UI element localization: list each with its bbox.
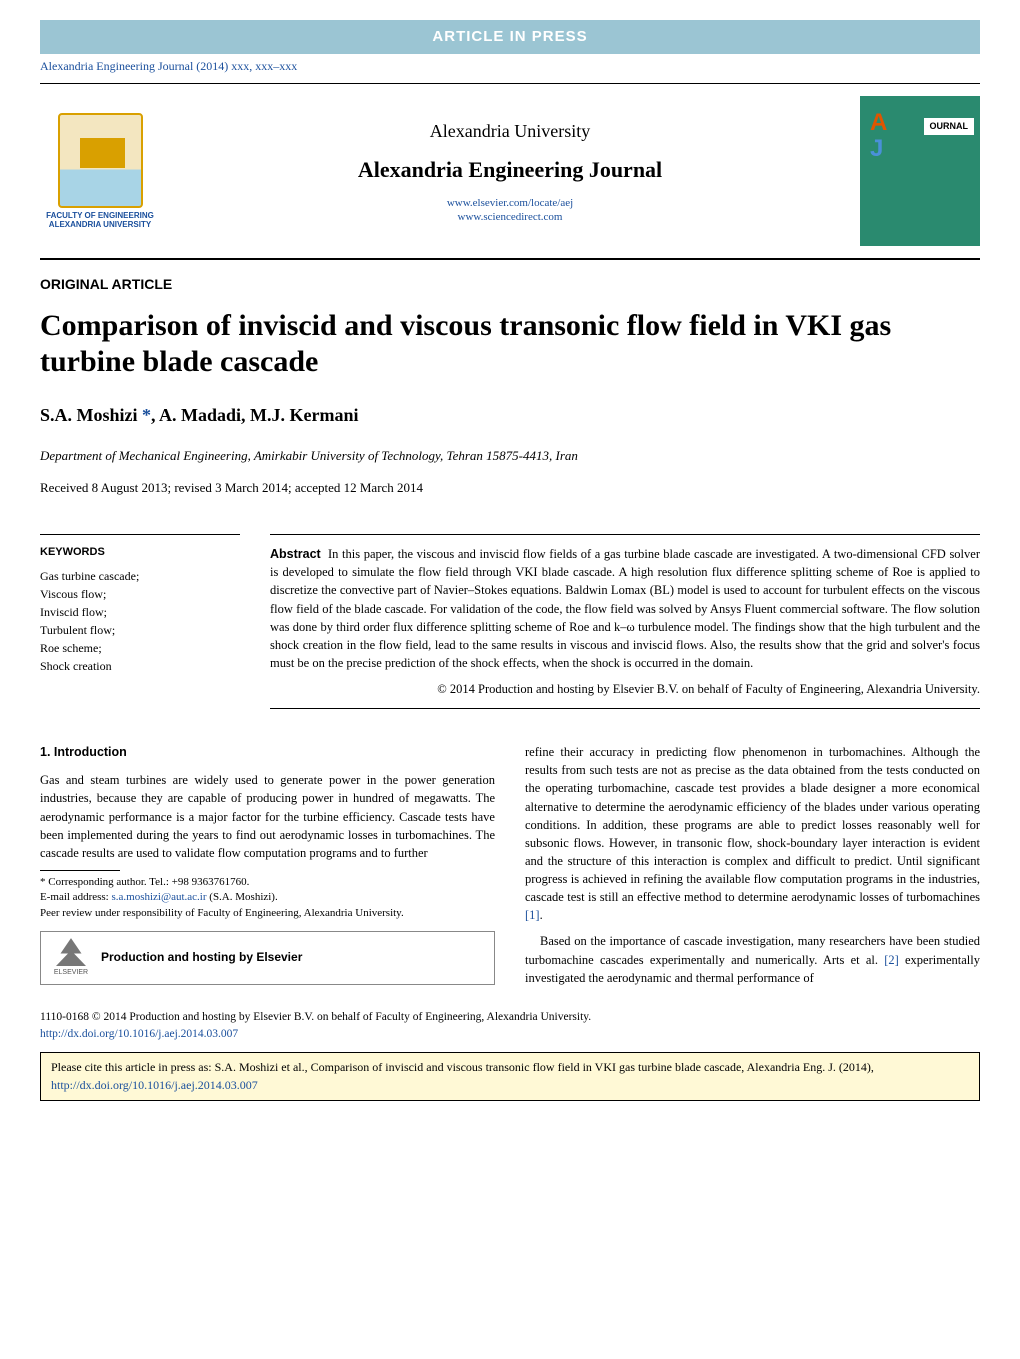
footnote-peer-review: Peer review under responsibility of Facu…	[40, 906, 495, 921]
issn-copyright-line: 1110-0168 © 2014 Production and hosting …	[40, 1009, 980, 1042]
faculty-logo-image	[58, 113, 143, 208]
section-1-heading: 1. Introduction	[40, 743, 495, 761]
authors-rest: , A. Madadi, M.J. Kermani	[151, 405, 359, 425]
col2-para1-end: .	[540, 908, 543, 922]
keyword-item: Turbulent flow;	[40, 621, 240, 639]
article-in-press-banner: ARTICLE IN PRESS	[40, 20, 980, 54]
faculty-logo: FACULTY OF ENGINEERING ALEXANDRIA UNIVER…	[40, 106, 160, 236]
hosting-text: Production and hosting by Elsevier	[101, 949, 302, 966]
keywords-heading: KEYWORDS	[40, 545, 240, 561]
keyword-item: Inviscid flow;	[40, 603, 240, 621]
journal-header: FACULTY OF ENGINEERING ALEXANDRIA UNIVER…	[40, 83, 980, 260]
article-type-label: ORIGINAL ARTICLE	[40, 274, 980, 294]
university-name: Alexandria University	[160, 118, 860, 144]
keywords-list: Gas turbine cascade; Viscous flow; Invis…	[40, 567, 240, 675]
abstract-text: In this paper, the viscous and inviscid …	[270, 547, 980, 670]
footnote-email-link[interactable]: s.a.moshizi@aut.ac.ir	[111, 891, 206, 903]
elsevier-label: ELSEVIER	[51, 968, 91, 978]
col2-para1-text: refine their accuracy in predicting flow…	[525, 745, 980, 904]
journal-links: www.elsevier.com/locate/aej www.scienced…	[160, 196, 860, 225]
doi-link[interactable]: http://dx.doi.org/10.1016/j.aej.2014.03.…	[40, 1028, 238, 1040]
journal-link-elsevier[interactable]: www.elsevier.com/locate/aej	[160, 196, 860, 210]
left-column: 1. Introduction Gas and steam turbines a…	[40, 743, 495, 995]
citation-doi-link[interactable]: http://dx.doi.org/10.1016/j.aej.2014.03.…	[51, 1078, 258, 1092]
cover-letter-j: J	[870, 132, 883, 167]
keyword-item: Gas turbine cascade;	[40, 567, 240, 585]
elsevier-tree-icon	[56, 938, 86, 966]
faculty-logo-caption: FACULTY OF ENGINEERING ALEXANDRIA UNIVER…	[46, 212, 154, 230]
hosting-box: ELSEVIER Production and hosting by Elsev…	[40, 931, 495, 985]
header-center: Alexandria University Alexandria Enginee…	[160, 118, 860, 225]
authors-line: S.A. Moshizi *, A. Madadi, M.J. Kermani	[40, 402, 980, 428]
right-column: refine their accuracy in predicting flow…	[525, 743, 980, 995]
keyword-item: Viscous flow;	[40, 585, 240, 603]
logo-building-icon	[80, 138, 125, 168]
footnote-email-label: E-mail address:	[40, 891, 111, 903]
footnote-email-author: (S.A. Moshizi).	[207, 891, 278, 903]
affiliation: Department of Mechanical Engineering, Am…	[40, 447, 980, 466]
keywords-column: KEYWORDS Gas turbine cascade; Viscous fl…	[40, 534, 240, 709]
abstract-copyright: © 2014 Production and hosting by Elsevie…	[270, 680, 980, 698]
citation-text: Please cite this article in press as: S.…	[51, 1060, 874, 1074]
keyword-item: Shock creation	[40, 657, 240, 675]
article-title: Comparison of inviscid and viscous trans…	[40, 308, 980, 380]
keywords-abstract-row: KEYWORDS Gas turbine cascade; Viscous fl…	[40, 520, 980, 723]
journal-link-sciencedirect[interactable]: www.sciencedirect.com	[160, 210, 860, 224]
author-primary: S.A. Moshizi	[40, 405, 142, 425]
intro-paragraph-1: Gas and steam turbines are widely used t…	[40, 771, 495, 862]
abstract-label: Abstract	[270, 547, 321, 561]
corresponding-star[interactable]: *	[142, 405, 151, 425]
footnote-block: * Corresponding author. Tel.: +98 936376…	[40, 875, 495, 921]
journal-cover-thumbnail: A J OURNAL	[860, 96, 980, 246]
body-two-column: 1. Introduction Gas and steam turbines a…	[40, 743, 980, 995]
abstract-column: Abstract In this paper, the viscous and …	[270, 534, 980, 709]
keyword-item: Roe scheme;	[40, 639, 240, 657]
citation-box: Please cite this article in press as: S.…	[40, 1052, 980, 1101]
footnote-email-line: E-mail address: s.a.moshizi@aut.ac.ir (S…	[40, 890, 495, 905]
footnote-corresponding: * Corresponding author. Tel.: +98 936376…	[40, 875, 495, 890]
footnote-separator	[40, 870, 120, 871]
issn-text: 1110-0168 © 2014 Production and hosting …	[40, 1011, 591, 1023]
logo-caption-line2: ALEXANDRIA UNIVERSITY	[46, 221, 154, 230]
elsevier-logo: ELSEVIER	[51, 938, 91, 978]
article-dates: Received 8 August 2013; revised 3 March …	[40, 479, 980, 498]
journal-reference[interactable]: Alexandria Engineering Journal (2014) xx…	[40, 58, 980, 75]
journal-title: Alexandria Engineering Journal	[160, 154, 860, 186]
intro-paragraph-2: Based on the importance of cascade inves…	[525, 932, 980, 986]
cover-journal-label: OURNAL	[924, 118, 975, 135]
reference-1-link[interactable]: [1]	[525, 908, 540, 922]
intro-paragraph-1-cont: refine their accuracy in predicting flow…	[525, 743, 980, 924]
reference-2-link[interactable]: [2]	[884, 953, 899, 967]
